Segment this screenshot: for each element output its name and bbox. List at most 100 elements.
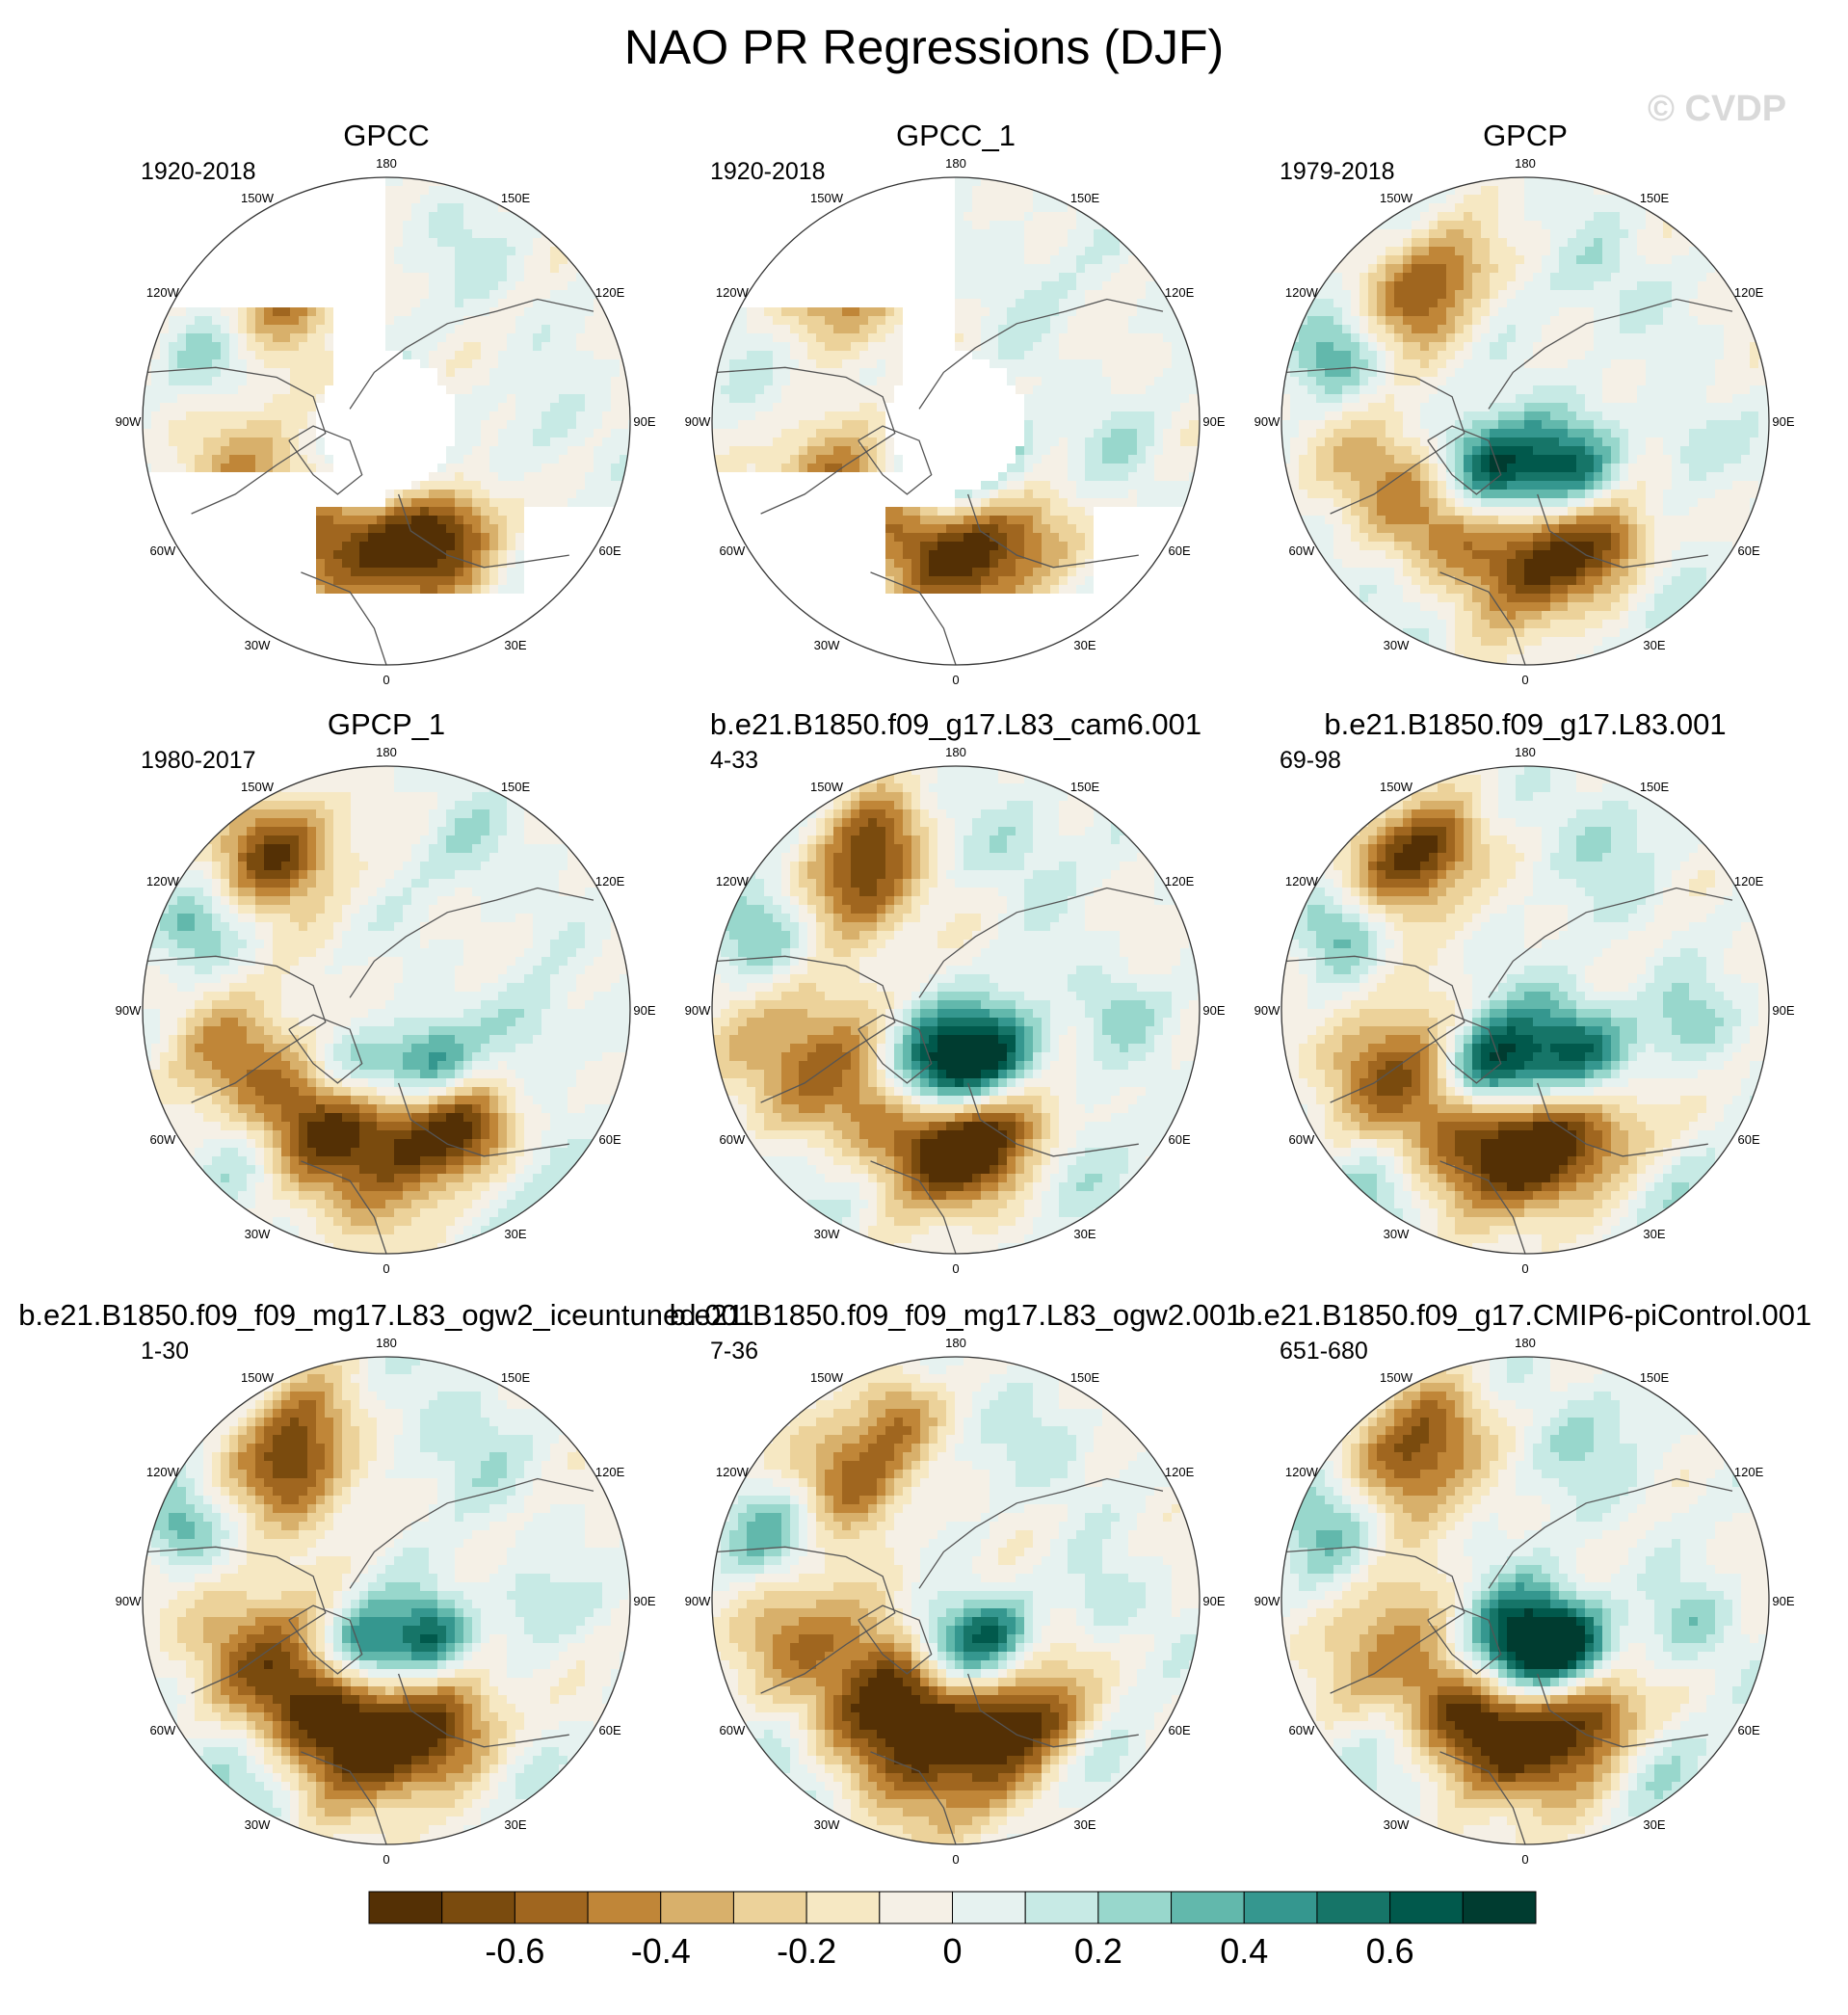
field-cell — [1128, 325, 1138, 334]
field-cell — [929, 594, 938, 603]
field-cell — [1137, 533, 1147, 543]
field-cell — [221, 559, 230, 569]
field-cell — [221, 498, 230, 508]
field-cell — [550, 550, 560, 560]
field-cell — [359, 247, 369, 256]
field-cell — [524, 403, 534, 412]
field-cell — [1120, 394, 1129, 404]
field-cell — [212, 568, 222, 577]
field-cell — [316, 403, 326, 412]
field-cell — [1094, 550, 1103, 560]
field-cell — [894, 316, 904, 326]
field-cell — [377, 533, 386, 543]
field-cell — [463, 594, 473, 603]
field-cell — [964, 420, 973, 430]
field-cell — [550, 281, 560, 291]
field-cell — [1146, 333, 1155, 343]
field-cell — [481, 325, 490, 334]
field-cell — [946, 568, 956, 577]
field-cell — [1111, 524, 1121, 534]
field-cell — [446, 437, 456, 447]
field-cell — [799, 273, 808, 282]
field-cell — [541, 316, 551, 326]
field-cell — [507, 377, 516, 386]
field-cell — [825, 585, 834, 595]
field-cell — [611, 516, 620, 525]
field-cell — [929, 481, 938, 490]
field-cell — [429, 585, 438, 595]
field-cell — [1128, 411, 1138, 421]
field-cell — [559, 464, 568, 473]
field-cell — [990, 342, 999, 352]
field-cell — [842, 568, 852, 577]
field-cell — [920, 559, 930, 569]
field-cell — [143, 394, 152, 404]
field-cell — [911, 221, 921, 230]
field-cell — [903, 403, 912, 412]
field-cell — [186, 542, 196, 551]
field-cell — [247, 429, 256, 438]
field-cell — [602, 403, 612, 412]
field-cell — [342, 255, 352, 265]
field-cell — [816, 420, 826, 430]
field-cell — [533, 342, 542, 352]
field-cell — [1076, 420, 1086, 430]
field-cell — [611, 403, 620, 412]
field-cell — [903, 377, 912, 386]
field-cell — [550, 403, 560, 412]
field-cell — [585, 446, 594, 456]
field-cell — [1033, 585, 1043, 595]
field-cell — [463, 637, 473, 647]
field-cell — [550, 446, 560, 456]
field-cell — [981, 455, 990, 464]
field-cell — [1163, 524, 1173, 534]
field-cell — [498, 290, 508, 300]
field-cell — [1085, 316, 1095, 326]
field-cell — [524, 221, 534, 230]
field-cell — [429, 429, 438, 438]
field-cell — [937, 437, 947, 447]
field-cell — [903, 455, 912, 464]
field-cell — [1033, 368, 1043, 378]
field-cell — [524, 490, 534, 499]
field-cell — [394, 186, 404, 196]
field-cell — [1016, 307, 1025, 317]
field-cell — [1016, 550, 1025, 560]
field-cell — [576, 472, 586, 482]
field-cell — [1128, 550, 1138, 560]
field-cell — [385, 255, 395, 265]
field-cell — [524, 576, 534, 586]
field-cell — [1120, 333, 1129, 343]
field-cell — [729, 394, 739, 404]
field-cell — [972, 498, 982, 508]
field-cell — [177, 464, 187, 473]
field-cell — [937, 229, 947, 239]
field-cell — [455, 351, 464, 360]
field-cell — [403, 307, 412, 317]
field-cell — [825, 368, 834, 378]
field-cell — [333, 247, 343, 256]
field-cell — [894, 255, 904, 265]
field-cell — [333, 542, 343, 551]
field-cell — [1094, 212, 1103, 222]
field-cell — [799, 507, 808, 517]
field-cell — [403, 403, 412, 412]
field-cell — [602, 533, 612, 543]
field-cell — [1059, 333, 1069, 343]
field-cell — [929, 516, 938, 525]
field-cell — [903, 542, 912, 551]
field-cell — [212, 281, 222, 291]
field-cell — [446, 273, 456, 282]
field-cell — [1007, 229, 1016, 239]
field-cell — [368, 203, 378, 213]
field-cell — [920, 437, 930, 447]
field-cell — [359, 264, 369, 274]
field-cell — [946, 437, 956, 447]
field-cell — [429, 212, 438, 222]
field-cell — [1085, 594, 1095, 603]
field-cell — [533, 394, 542, 404]
field-cell — [403, 559, 412, 569]
field-cell — [1137, 429, 1147, 438]
field-cell — [825, 533, 834, 543]
field-cell — [998, 411, 1008, 421]
